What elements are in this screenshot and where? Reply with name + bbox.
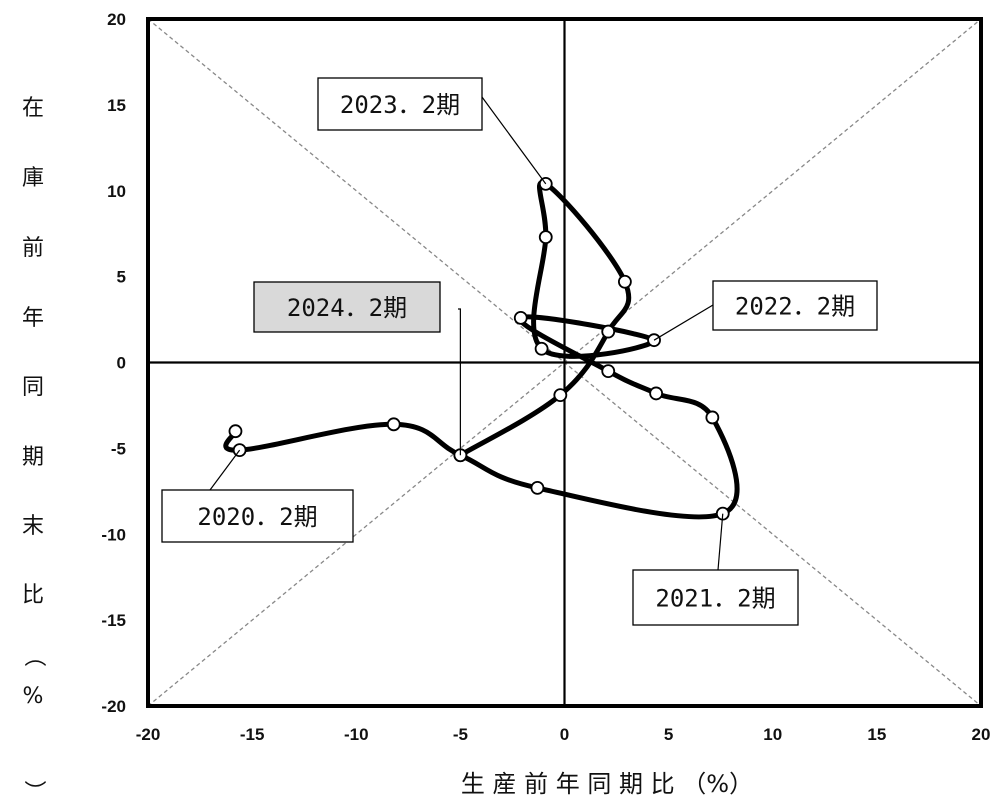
y-tick-label: 15 <box>107 96 126 115</box>
x-tick-label: -5 <box>453 725 468 744</box>
y-axis-label-char: 同 <box>22 375 44 400</box>
plot-frame <box>146 17 983 708</box>
callout-leader <box>653 304 714 341</box>
callout: 2024．2期 <box>253 281 461 456</box>
data-point-8 <box>601 364 616 378</box>
callout-leader <box>717 513 724 571</box>
y-axis-label-char: 期 <box>22 445 44 470</box>
x-tick-label: -10 <box>344 725 369 744</box>
plot-border <box>146 17 983 708</box>
y-axis-label-char: 前 <box>22 236 44 261</box>
reference-lines <box>147 18 982 707</box>
x-tick-label: 15 <box>867 725 886 744</box>
data-point-11 <box>534 341 549 356</box>
x-tick-label: -15 <box>240 725 265 744</box>
data-point-14 <box>617 274 632 289</box>
callout-label: 2024．2期 <box>287 294 407 322</box>
x-tick-label: 20 <box>972 725 991 744</box>
data-point-6 <box>705 410 720 425</box>
data-point-0 <box>228 424 243 439</box>
callout-label: 2020．2期 <box>197 503 317 531</box>
callout: 2020．2期 <box>161 449 354 543</box>
y-axis-label-char: ） <box>21 780 46 802</box>
callout-box <box>161 489 354 543</box>
y-axis-label-char: % <box>23 684 44 709</box>
callout-leader <box>458 308 461 456</box>
callout: 2022．2期 <box>653 280 878 341</box>
data-point-9 <box>513 310 528 325</box>
y-axis-label-char: 比 <box>22 583 44 608</box>
x-axis-label: 生 産 前 年 同 期 比 （%） <box>461 770 753 798</box>
callout-label: 2022．2期 <box>735 293 855 321</box>
callout-leader <box>481 96 547 185</box>
y-tick-label: 20 <box>107 10 126 29</box>
x-tick-label: 5 <box>664 725 673 744</box>
data-point-15 <box>601 324 616 339</box>
x-tick-label: -20 <box>136 725 161 744</box>
x-tick-label: 0 <box>560 725 569 744</box>
x-tick-label: 10 <box>763 725 782 744</box>
y-axis-label-char: 年 <box>22 306 44 331</box>
y-tick-label: 5 <box>117 268 126 287</box>
data-point-16 <box>553 388 568 403</box>
y-tick-label: -5 <box>111 439 126 458</box>
callout: 2023．2期 <box>317 77 547 185</box>
y-axis-label-char: （ <box>21 645 46 667</box>
y-tick-label: -20 <box>101 697 126 716</box>
callout-box <box>317 77 483 131</box>
y-axis-label-char: 末 <box>22 514 44 539</box>
callout-box <box>253 281 441 333</box>
tick-labels: -20 -15 -10 -5 0 5 10 15 20 20 15 10 5 0 -5 -10 -15 -20 <box>101 10 990 744</box>
callouts: 2023．2期 2022．2期 2024．2期 2020．2期 2021．2期 <box>161 77 878 626</box>
callout-label: 2023．2期 <box>340 91 460 119</box>
y-axis-label-char: 在 <box>22 96 44 121</box>
y-tick-label: -15 <box>101 611 126 630</box>
y-tick-label: 0 <box>117 354 126 373</box>
y-tick-label: 10 <box>107 182 126 201</box>
y-tick-label: -10 <box>101 525 126 544</box>
data-point-4 <box>530 480 545 495</box>
y-axis-label-char: 庫 <box>22 166 44 191</box>
data-point-12 <box>538 230 553 245</box>
callout-box <box>712 280 878 331</box>
data-point-2 <box>386 417 401 432</box>
callout-leader <box>209 449 241 491</box>
callout: 2021．2期 <box>632 513 799 626</box>
data-point-7 <box>649 386 664 401</box>
callout-box <box>632 569 799 626</box>
callout-label: 2021．2期 <box>655 585 775 613</box>
